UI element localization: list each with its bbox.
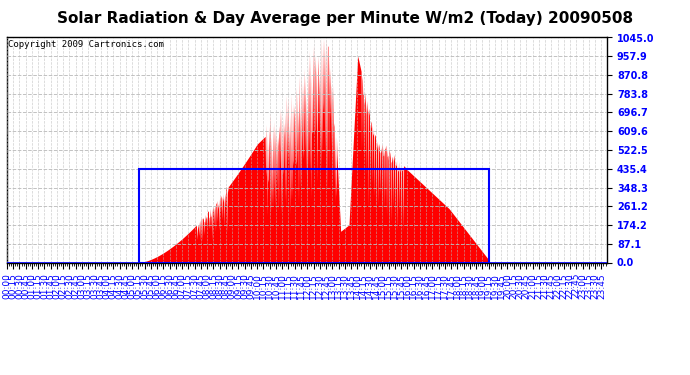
Bar [139, 169, 489, 262]
Text: Copyright 2009 Cartronics.com: Copyright 2009 Cartronics.com [8, 40, 164, 49]
Text: Solar Radiation & Day Average per Minute W/m2 (Today) 20090508: Solar Radiation & Day Average per Minute… [57, 11, 633, 26]
